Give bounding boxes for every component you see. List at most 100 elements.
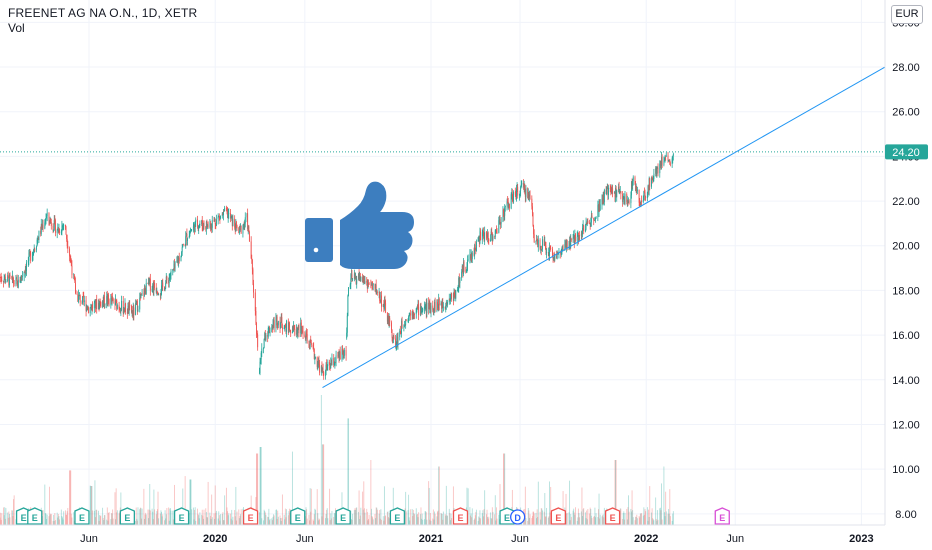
price-axis[interactable]: 8.00 10.00 12.00 14.00 16.00 18.00 20.00 22.00 2… — [892, 17, 920, 520]
candle-body — [639, 203, 641, 205]
candle-body — [552, 248, 553, 257]
earnings-marker — [242, 507, 259, 525]
candle-body — [124, 303, 126, 312]
candle-body — [362, 276, 364, 283]
candle-body — [347, 296, 349, 316]
candle-body — [38, 230, 40, 240]
candle-body — [228, 213, 230, 215]
candle-body — [379, 291, 381, 301]
volume-bar — [586, 510, 588, 525]
candle-body — [300, 322, 302, 332]
candle-body — [566, 240, 568, 248]
candle-body — [358, 273, 360, 280]
candle-body — [653, 173, 655, 179]
candle-body — [396, 336, 398, 346]
candle-body — [572, 237, 574, 241]
thumb-cuff — [305, 218, 333, 262]
candle-body — [178, 257, 180, 262]
candle-body — [3, 279, 5, 283]
candle-body — [496, 231, 498, 233]
volume-bar — [115, 488, 117, 525]
volume-bar — [258, 512, 260, 525]
earnings-marker — [173, 507, 190, 525]
candle-body — [632, 181, 634, 186]
candle-body — [321, 366, 323, 371]
volume-bar — [651, 512, 652, 525]
volume-bar — [265, 514, 267, 525]
candle-body — [135, 303, 137, 304]
candle-body — [355, 277, 357, 284]
candle-body — [529, 194, 530, 197]
candle-body — [478, 236, 480, 238]
candle-body — [198, 226, 200, 229]
volume-bar — [112, 509, 114, 525]
volume-bar — [153, 489, 155, 525]
volume-bars — [0, 395, 674, 525]
volume-bar — [432, 518, 434, 525]
candle-body — [630, 195, 632, 204]
volume-bar — [532, 511, 534, 525]
candle-body — [494, 236, 496, 238]
candle-body — [597, 205, 599, 218]
volume-bar — [5, 508, 7, 525]
candle-body — [156, 292, 158, 294]
symbol-title[interactable]: FREENET AG NA O.N., 1D, XETR — [8, 6, 198, 20]
volume-bar — [165, 518, 167, 525]
candle-body — [635, 184, 637, 191]
candle-body — [669, 159, 671, 164]
candle-body — [409, 313, 411, 316]
candle-body — [573, 235, 575, 238]
candle-body — [540, 245, 542, 251]
volume-bar — [446, 515, 448, 525]
candle-body — [248, 226, 250, 232]
candle-body — [487, 232, 489, 238]
candle-body — [178, 257, 180, 263]
volume-bar — [494, 514, 496, 525]
volume-bar — [197, 513, 199, 525]
candle-body — [512, 197, 514, 202]
candle-body — [4, 276, 6, 283]
currency-button[interactable]: EUR — [891, 5, 923, 24]
time-axis[interactable]: Jun 2020 Jun 2021 Jun 2022 Jun 2023 — [80, 533, 874, 545]
candle-body — [403, 326, 405, 328]
volume-bar — [665, 511, 667, 525]
candle-body — [463, 261, 465, 271]
volume-bar — [527, 507, 529, 525]
candle-body — [276, 316, 278, 326]
volume-indicator-label[interactable]: Vol — [8, 21, 25, 35]
candle-body — [515, 194, 517, 200]
volume-bar — [214, 485, 216, 525]
volume-bar — [272, 516, 274, 525]
candle-body — [594, 218, 596, 221]
candle-body — [577, 232, 579, 241]
candle-body — [416, 307, 418, 309]
volume-bar — [173, 510, 175, 525]
candle-body — [95, 299, 96, 308]
candle-body — [667, 155, 669, 161]
candle-body — [49, 219, 51, 224]
volume-bar — [91, 486, 93, 525]
candle-body — [243, 223, 245, 225]
candle-body — [247, 213, 249, 230]
volume-bar — [590, 515, 592, 525]
candle-body — [618, 186, 619, 190]
candle-body — [218, 216, 220, 217]
candle-body — [19, 279, 21, 283]
candle-body — [294, 328, 296, 335]
volume-bar — [548, 516, 550, 525]
volume-bar — [162, 514, 164, 525]
volume-bar — [286, 509, 287, 525]
candle-body — [11, 276, 13, 279]
x-tick-label: 2021 — [419, 533, 443, 545]
candle-body — [671, 158, 673, 164]
volume-bar — [388, 518, 390, 525]
candle-body — [333, 364, 335, 366]
candle-body — [424, 305, 426, 307]
trend-line[interactable] — [322, 66, 886, 389]
volume-bar — [648, 509, 650, 525]
earnings-marker — [335, 507, 351, 525]
candle-body — [418, 303, 420, 316]
volume-bar — [260, 447, 262, 525]
candle-body — [575, 234, 576, 241]
